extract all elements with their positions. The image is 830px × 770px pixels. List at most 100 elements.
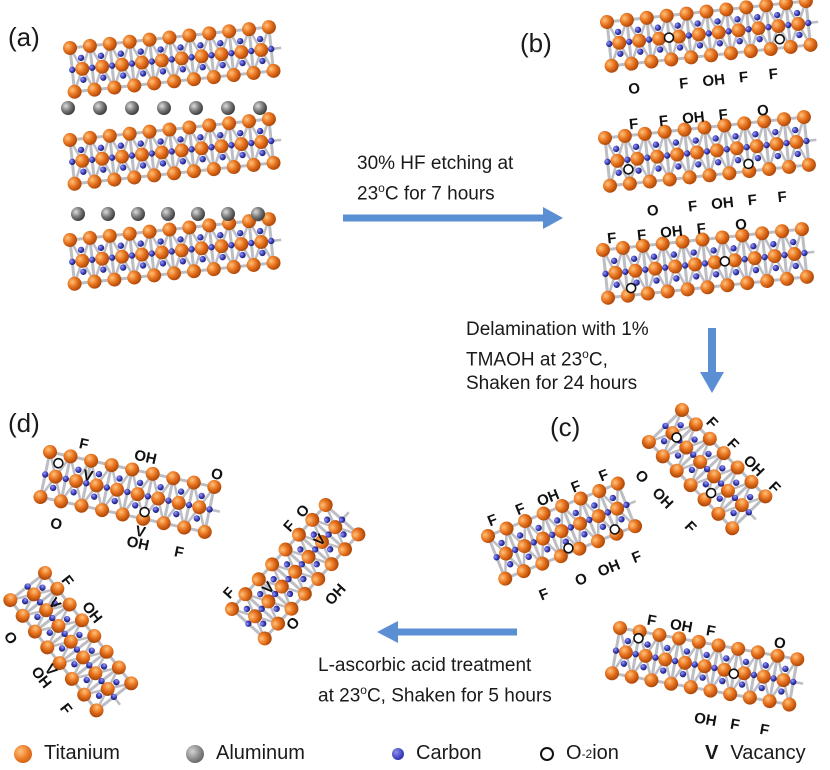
termination-label: F	[696, 220, 707, 238]
titanium-atom	[638, 648, 653, 663]
delamination-caption: Delamination with 1% TMAOH at 23oC, Shak…	[466, 318, 649, 396]
titanium-atom	[75, 61, 90, 76]
titanium-atom	[122, 226, 137, 241]
oxygen-ion-icon	[540, 746, 554, 761]
titanium-atom	[664, 52, 679, 67]
carbon-atom	[752, 266, 760, 274]
carbon-atom	[271, 590, 279, 598]
titanium-atom	[720, 278, 735, 293]
titanium-atom	[246, 157, 261, 172]
titanium-atom	[167, 74, 182, 89]
carbon-atom	[516, 532, 524, 539]
titanium-atom	[796, 110, 811, 125]
panel-label-a: (a)	[8, 22, 40, 52]
titanium-atom	[162, 222, 177, 237]
titanium-atom	[246, 257, 261, 272]
titanium-atom	[671, 29, 686, 44]
carbon-atom	[674, 452, 682, 459]
carbon-atom	[712, 271, 720, 278]
titanium-atom	[762, 694, 777, 709]
titanium-atom	[167, 166, 182, 181]
titanium-atom	[711, 25, 726, 40]
titanium-atom	[731, 641, 746, 656]
carbon-atom	[80, 268, 87, 275]
titanium-atom	[15, 608, 30, 623]
titanium-atom	[288, 564, 303, 579]
titanium-atom	[722, 166, 737, 181]
carbon-atom	[88, 647, 95, 654]
aluminum-atom	[131, 207, 145, 221]
titanium-atom	[749, 139, 764, 154]
titanium-atom	[145, 466, 160, 481]
carbon-atom	[117, 142, 125, 149]
carbon-atom	[511, 546, 519, 554]
carbon-atom	[237, 37, 244, 45]
carbon-atom	[256, 127, 264, 135]
carbon-atom	[77, 146, 85, 154]
ascorbic-line-1: L-ascorbic acid treatment	[318, 655, 532, 676]
titanium-atom	[610, 153, 625, 168]
termination-label: F	[658, 112, 669, 130]
titanium-atom	[675, 403, 689, 417]
titanium-atom	[225, 602, 239, 616]
titanium-atom	[707, 255, 722, 270]
titanium-atom	[743, 44, 758, 59]
carbon-atom	[691, 661, 698, 668]
legend-oxygen: O -2 ion	[540, 742, 619, 765]
carbon-atom	[62, 475, 69, 483]
carbon-atom	[70, 489, 77, 496]
aluminum-atom	[161, 207, 175, 221]
titanium-atom	[697, 120, 712, 135]
carbon-atom	[761, 253, 768, 261]
carbon-atom	[716, 40, 724, 47]
titanium-atom	[87, 82, 102, 97]
carbon-atom	[310, 531, 317, 538]
titanium-atom	[38, 566, 52, 580]
carbon-atom	[796, 31, 803, 39]
termination-label: F	[636, 226, 647, 244]
titanium-atom	[95, 503, 110, 518]
aluminum-atom	[93, 101, 107, 115]
termination-label: OH	[133, 447, 159, 468]
carbon-atom	[723, 146, 731, 153]
carbon-atom	[100, 266, 107, 273]
carbon-atom	[243, 605, 251, 613]
titanium-atom	[39, 603, 54, 618]
titanium-atom	[779, 0, 794, 11]
titanium-atom	[590, 534, 605, 549]
titanium-atom	[720, 483, 735, 498]
carbon-atom	[750, 243, 757, 250]
titanium-atom	[257, 631, 272, 646]
titanium-atom	[635, 238, 650, 253]
titanium-atom	[610, 501, 625, 516]
titanium-atom	[709, 143, 724, 158]
carbon-atom	[157, 238, 164, 245]
termination-label: F	[646, 612, 658, 630]
carbon-atom	[46, 629, 53, 636]
aluminum-atom	[221, 101, 235, 115]
titanium-atom	[628, 263, 643, 278]
carbon-atom	[750, 671, 758, 679]
titanium-atom	[202, 218, 217, 233]
carbon-atom	[165, 497, 172, 504]
carbon-atom	[259, 57, 266, 65]
carbon-atom	[128, 60, 136, 67]
carbon-atom	[80, 76, 87, 83]
titanium-atom	[535, 556, 550, 571]
carbon-atom	[208, 52, 215, 59]
titanium-atom	[711, 638, 726, 653]
carbon-atom	[219, 61, 226, 69]
carbon-atom	[157, 484, 164, 491]
carbon-atom	[237, 129, 244, 137]
carbon-atom	[248, 239, 255, 247]
carbon-atom	[298, 561, 306, 568]
termination-label: OH	[125, 533, 151, 554]
carbon-atom	[300, 575, 307, 583]
titanium-atom	[573, 491, 588, 506]
titanium-atom	[767, 249, 782, 264]
carbon-atom	[117, 242, 125, 249]
titanium-atom	[261, 212, 276, 227]
titanium-atom	[717, 662, 732, 677]
max-phase-layer-3	[63, 212, 282, 291]
carbon-atom	[782, 665, 789, 673]
